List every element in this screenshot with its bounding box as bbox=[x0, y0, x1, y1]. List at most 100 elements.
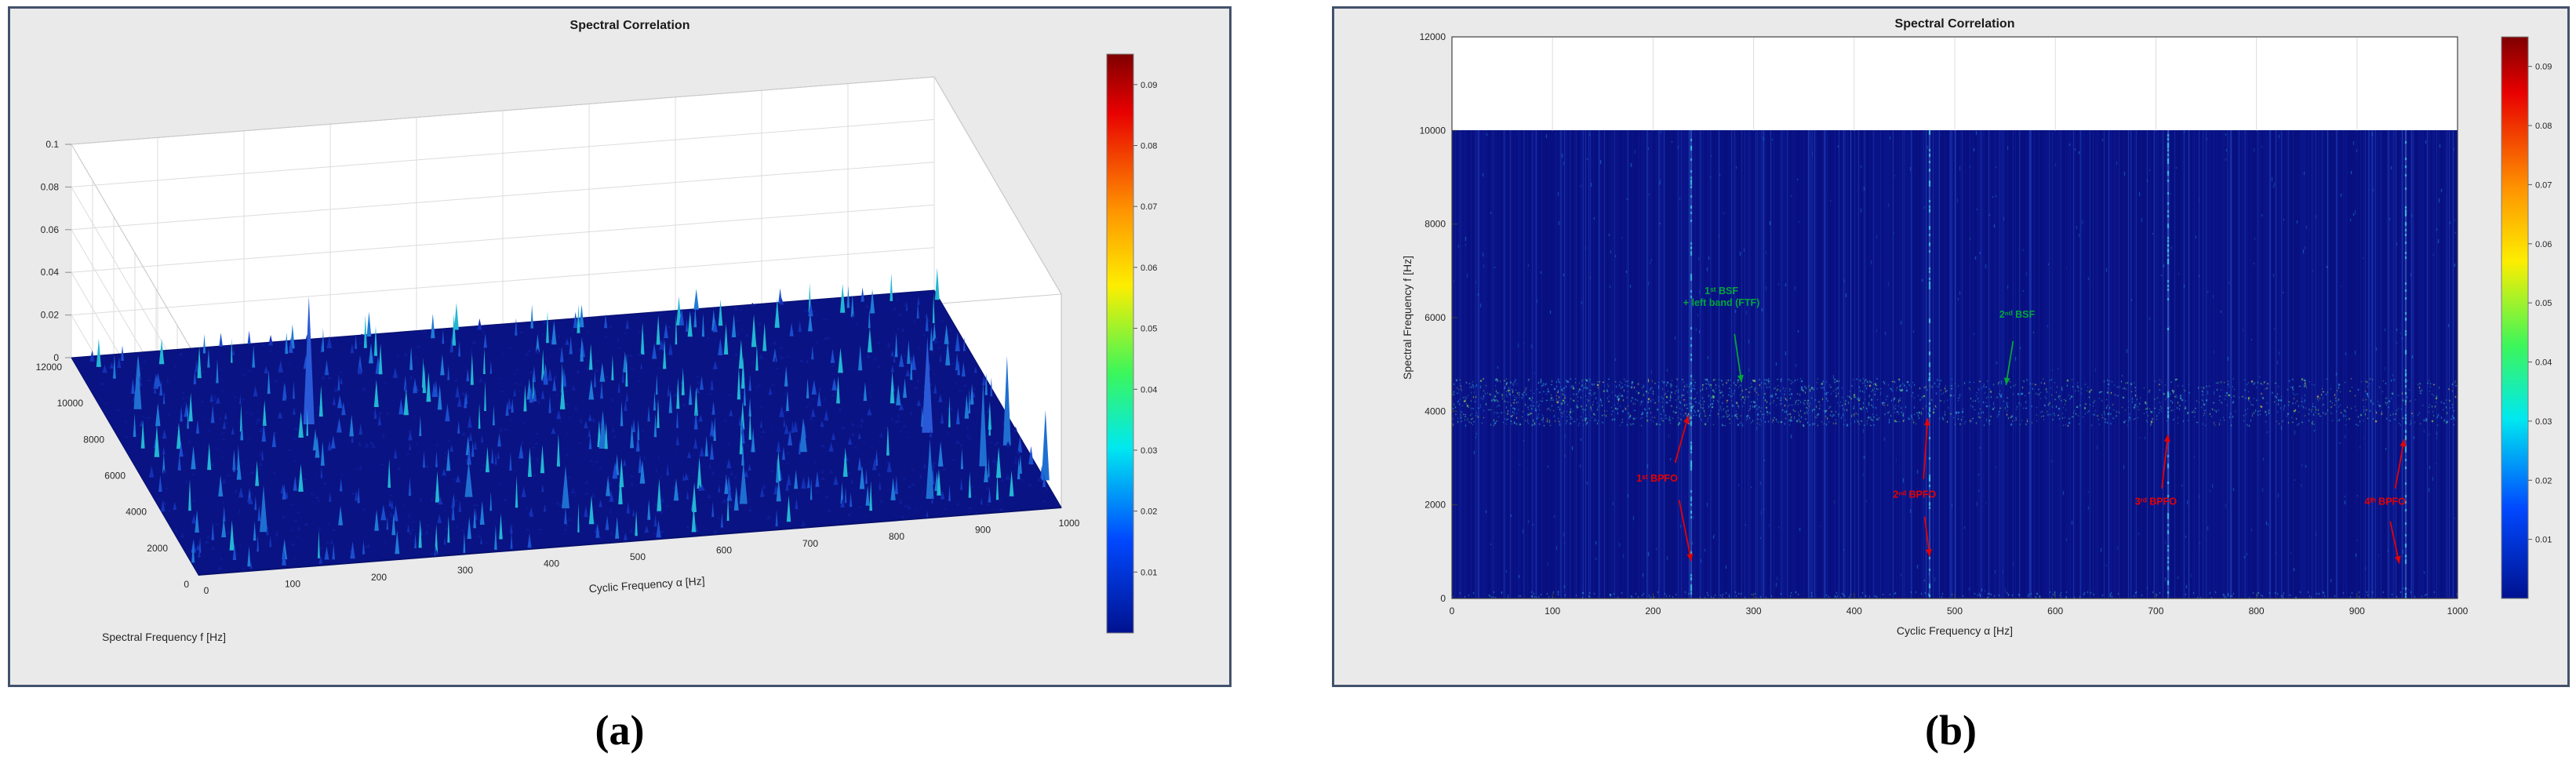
surface-spike bbox=[565, 384, 567, 388]
surface-spike bbox=[656, 511, 661, 513]
surface-spike bbox=[925, 312, 929, 332]
surface-spike bbox=[675, 435, 680, 446]
surface-spike bbox=[564, 506, 567, 525]
surface-spike bbox=[588, 379, 595, 400]
surface-spike bbox=[162, 429, 167, 439]
surface-spike bbox=[968, 471, 972, 498]
colorbar bbox=[2501, 36, 2529, 599]
surface-spike bbox=[773, 356, 777, 363]
surface-spike bbox=[213, 393, 216, 399]
surface-spike bbox=[1020, 478, 1024, 481]
surface-spike bbox=[907, 485, 912, 489]
surface-spike bbox=[464, 460, 473, 497]
surface-spike bbox=[317, 500, 321, 502]
surface-spike bbox=[569, 336, 573, 355]
surface-spike bbox=[820, 477, 826, 480]
surface-spike bbox=[146, 379, 152, 381]
x-tick-label: 1000 bbox=[2447, 606, 2469, 617]
surface-spike bbox=[558, 334, 561, 337]
surface-spike bbox=[640, 362, 642, 369]
surface-spike bbox=[744, 333, 749, 337]
surface-spike bbox=[155, 402, 161, 427]
surface-spike bbox=[667, 325, 671, 328]
surface-spike bbox=[219, 333, 223, 347]
surface-spike bbox=[659, 404, 662, 407]
surface-spike bbox=[933, 384, 937, 394]
surface-spike bbox=[657, 478, 662, 511]
surface-spike bbox=[739, 308, 743, 311]
surface-spike bbox=[233, 459, 235, 472]
surface-spike bbox=[422, 450, 426, 468]
surface-spike bbox=[431, 313, 435, 339]
surface-spike bbox=[709, 435, 713, 438]
surface-spike bbox=[473, 507, 476, 529]
surface-spike bbox=[455, 525, 460, 528]
surface-spike bbox=[471, 441, 475, 457]
surface-spike bbox=[324, 546, 329, 560]
surface-spike bbox=[806, 378, 810, 398]
surface-spike bbox=[282, 382, 286, 401]
surface-spike bbox=[591, 417, 596, 422]
surface-spike bbox=[222, 437, 225, 440]
surface-spike bbox=[740, 425, 745, 444]
surface-spike bbox=[667, 384, 670, 397]
surface-spike bbox=[225, 420, 227, 424]
surface-spike bbox=[444, 526, 449, 530]
surface-spike bbox=[688, 384, 693, 406]
surface-spike bbox=[239, 544, 242, 546]
surface-spike bbox=[202, 333, 206, 354]
surface-spike bbox=[659, 496, 665, 503]
surface-spike bbox=[750, 303, 755, 307]
surface-spike bbox=[621, 530, 624, 533]
panel-b-heatmap bbox=[1452, 130, 2458, 598]
surface-spike bbox=[293, 475, 297, 491]
surface-spike bbox=[535, 457, 539, 460]
surface-spike bbox=[972, 360, 974, 362]
surface-spike bbox=[503, 497, 508, 501]
surface-spike bbox=[409, 443, 411, 450]
surface-spike bbox=[687, 451, 692, 458]
surface-spike bbox=[398, 398, 404, 415]
surface-spike bbox=[447, 438, 451, 442]
surface-spike bbox=[955, 439, 961, 445]
surface-spike bbox=[898, 353, 904, 367]
surface-spike bbox=[406, 524, 410, 533]
surface-spike bbox=[817, 390, 821, 406]
surface-spike bbox=[599, 536, 602, 539]
surface-spike bbox=[455, 385, 460, 398]
surface-spike bbox=[180, 406, 183, 422]
surface-spike bbox=[726, 494, 730, 521]
surface-spike bbox=[762, 322, 767, 351]
surface-spike bbox=[198, 536, 202, 553]
surface-spike bbox=[526, 355, 530, 357]
surface-spike bbox=[930, 430, 933, 438]
surface-spike bbox=[999, 499, 1002, 502]
surface-spike bbox=[217, 565, 222, 570]
surface-spike bbox=[551, 427, 556, 435]
surface-spike bbox=[630, 424, 635, 449]
surface-spike bbox=[481, 435, 483, 443]
surface-spike bbox=[218, 475, 224, 496]
surface-spike bbox=[848, 458, 850, 460]
surface-spike bbox=[774, 298, 780, 328]
surface-spike bbox=[232, 543, 237, 560]
surface-spike bbox=[162, 446, 166, 455]
surface-spike bbox=[302, 478, 307, 481]
surface-spike bbox=[249, 562, 253, 569]
x-tick-label: 300 bbox=[1746, 606, 1762, 617]
surface-spike bbox=[449, 444, 453, 452]
x-tick-label: 100 bbox=[285, 578, 300, 589]
surface-spike bbox=[760, 487, 765, 497]
surface-spike bbox=[282, 483, 286, 500]
surface-spike bbox=[713, 416, 716, 442]
y-tick-label: 12000 bbox=[36, 362, 63, 373]
surface-spike bbox=[480, 536, 483, 544]
surface-spike bbox=[604, 336, 608, 338]
surface-spike bbox=[509, 452, 512, 471]
surface-spike bbox=[220, 456, 224, 458]
surface-spike bbox=[242, 567, 245, 569]
surface-spike bbox=[878, 364, 881, 368]
surface-spike bbox=[413, 416, 416, 418]
surface-spike bbox=[213, 398, 217, 400]
colorbar-tick-label: 0.08 bbox=[1141, 142, 1157, 151]
